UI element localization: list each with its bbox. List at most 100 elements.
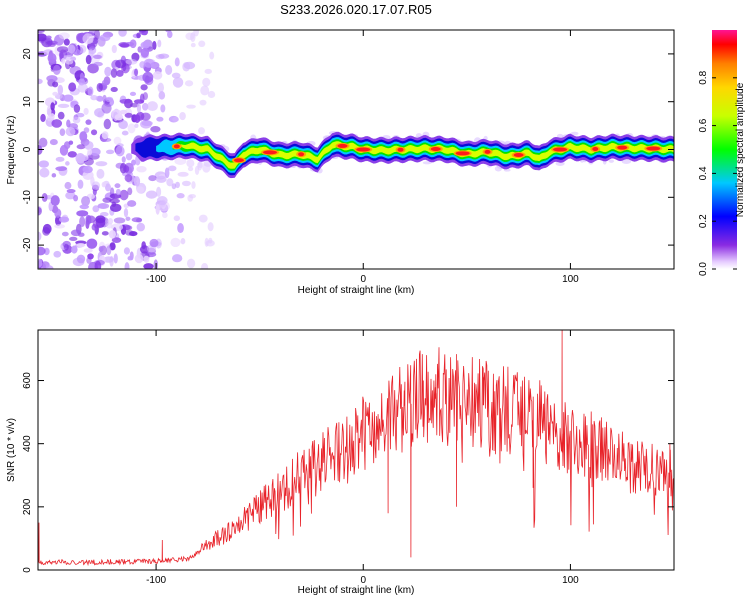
noise-blob	[65, 161, 70, 166]
ridge-peak	[617, 145, 628, 150]
noise-blob	[175, 181, 180, 189]
colorbar-label: Normalized spectral amplitude	[735, 82, 746, 217]
noise-blob	[136, 32, 141, 39]
noise-blob	[115, 188, 121, 196]
noise-blob	[53, 250, 62, 258]
noise-blob	[136, 165, 147, 173]
noise-blob	[71, 245, 78, 254]
noise-blob	[160, 104, 166, 113]
noise-blob	[114, 113, 124, 121]
snr-panel: -100 0 100 0 200 400 600 Height of straight li…	[6, 329, 675, 596]
noise-blob	[113, 253, 118, 264]
noise-blob	[180, 238, 186, 245]
noise-blob	[58, 216, 70, 223]
noise-blob	[165, 30, 172, 33]
noise-blob	[156, 186, 162, 197]
noise-blob	[118, 120, 128, 130]
noise-blob	[72, 257, 85, 267]
noise-blob	[82, 165, 93, 174]
noise-blob	[114, 183, 121, 189]
noise-blob	[171, 183, 177, 190]
noise-blob	[97, 203, 108, 209]
noise-blob	[52, 91, 59, 96]
noise-blob	[140, 41, 150, 49]
noise-blob	[110, 86, 118, 93]
noise-blob	[134, 123, 139, 129]
noise-blob	[106, 245, 112, 256]
noise-blob	[150, 126, 161, 133]
noise-blob	[86, 238, 98, 249]
noise-blob	[102, 94, 107, 103]
noise-blob	[85, 54, 92, 65]
noise-blob	[101, 231, 109, 236]
noise-blob	[152, 40, 157, 50]
noise-blob	[129, 39, 137, 49]
noise-blob	[79, 216, 86, 228]
noise-blob	[38, 231, 42, 241]
noise-blob	[111, 237, 122, 243]
noise-blob	[105, 183, 111, 192]
ridge-peak	[484, 149, 491, 154]
noise-blob	[156, 116, 164, 122]
noise-blob	[158, 53, 170, 59]
noise-blob	[77, 83, 88, 93]
noise-blob	[556, 133, 564, 139]
noise-blob	[50, 102, 55, 111]
noise-blob	[141, 102, 149, 111]
noise-blob	[90, 147, 101, 156]
y-tick-label: 400	[22, 435, 33, 452]
noise-blob	[44, 247, 50, 256]
noise-blob	[111, 201, 117, 207]
noise-blob	[38, 78, 43, 85]
noise-blob	[92, 205, 100, 213]
noise-blob	[76, 210, 89, 217]
noise-blob	[47, 42, 56, 47]
noise-blob	[65, 191, 76, 200]
noise-blob	[105, 149, 115, 155]
y-tick-label: -10	[22, 190, 33, 205]
noise-blob	[82, 33, 94, 45]
noise-blob	[41, 192, 48, 202]
noise-blob	[155, 175, 167, 183]
snr-frame	[37, 329, 675, 571]
noise-blob	[77, 179, 84, 189]
noise-blob	[133, 99, 145, 104]
noise-blob	[127, 200, 137, 207]
noise-blob	[174, 157, 187, 165]
noise-blob	[94, 260, 102, 269]
noise-blob	[46, 105, 52, 117]
noise-blob	[52, 64, 61, 75]
colorbar-tick-label: 0.0	[698, 262, 709, 276]
noise-blob	[119, 43, 130, 48]
noise-blob	[82, 170, 94, 180]
noise-blob	[76, 243, 86, 248]
noise-blob	[121, 156, 126, 163]
noise-blob	[95, 161, 108, 167]
noise-blob	[186, 258, 196, 269]
noise-blob	[75, 153, 86, 164]
noise-blob	[51, 119, 63, 128]
colorbar-gradient	[712, 30, 737, 269]
noise-blob	[122, 165, 130, 173]
noise-blob	[129, 91, 137, 97]
y-tick-label: 600	[22, 372, 33, 389]
x-tick-label: 0	[360, 274, 366, 285]
noise-blob	[199, 99, 207, 106]
noise-blob	[172, 77, 184, 88]
y-tick-label: 20	[22, 48, 33, 60]
noise-blob	[142, 71, 154, 83]
noise-blob	[198, 214, 208, 223]
snr-line	[38, 330, 674, 567]
y-tick-label: 200	[22, 498, 33, 515]
colorbar: 0.0 0.2 0.4 0.6 0.8 Normalized spectral ampl…	[698, 30, 746, 276]
noise-blob	[118, 30, 127, 37]
noise-blob	[164, 167, 170, 179]
x-tick-label: 100	[562, 575, 579, 586]
noise-blob	[98, 246, 104, 253]
noise-blob	[95, 215, 106, 224]
noise-blob	[136, 103, 142, 113]
noise-blob	[121, 130, 129, 136]
noise-blob	[194, 165, 200, 175]
